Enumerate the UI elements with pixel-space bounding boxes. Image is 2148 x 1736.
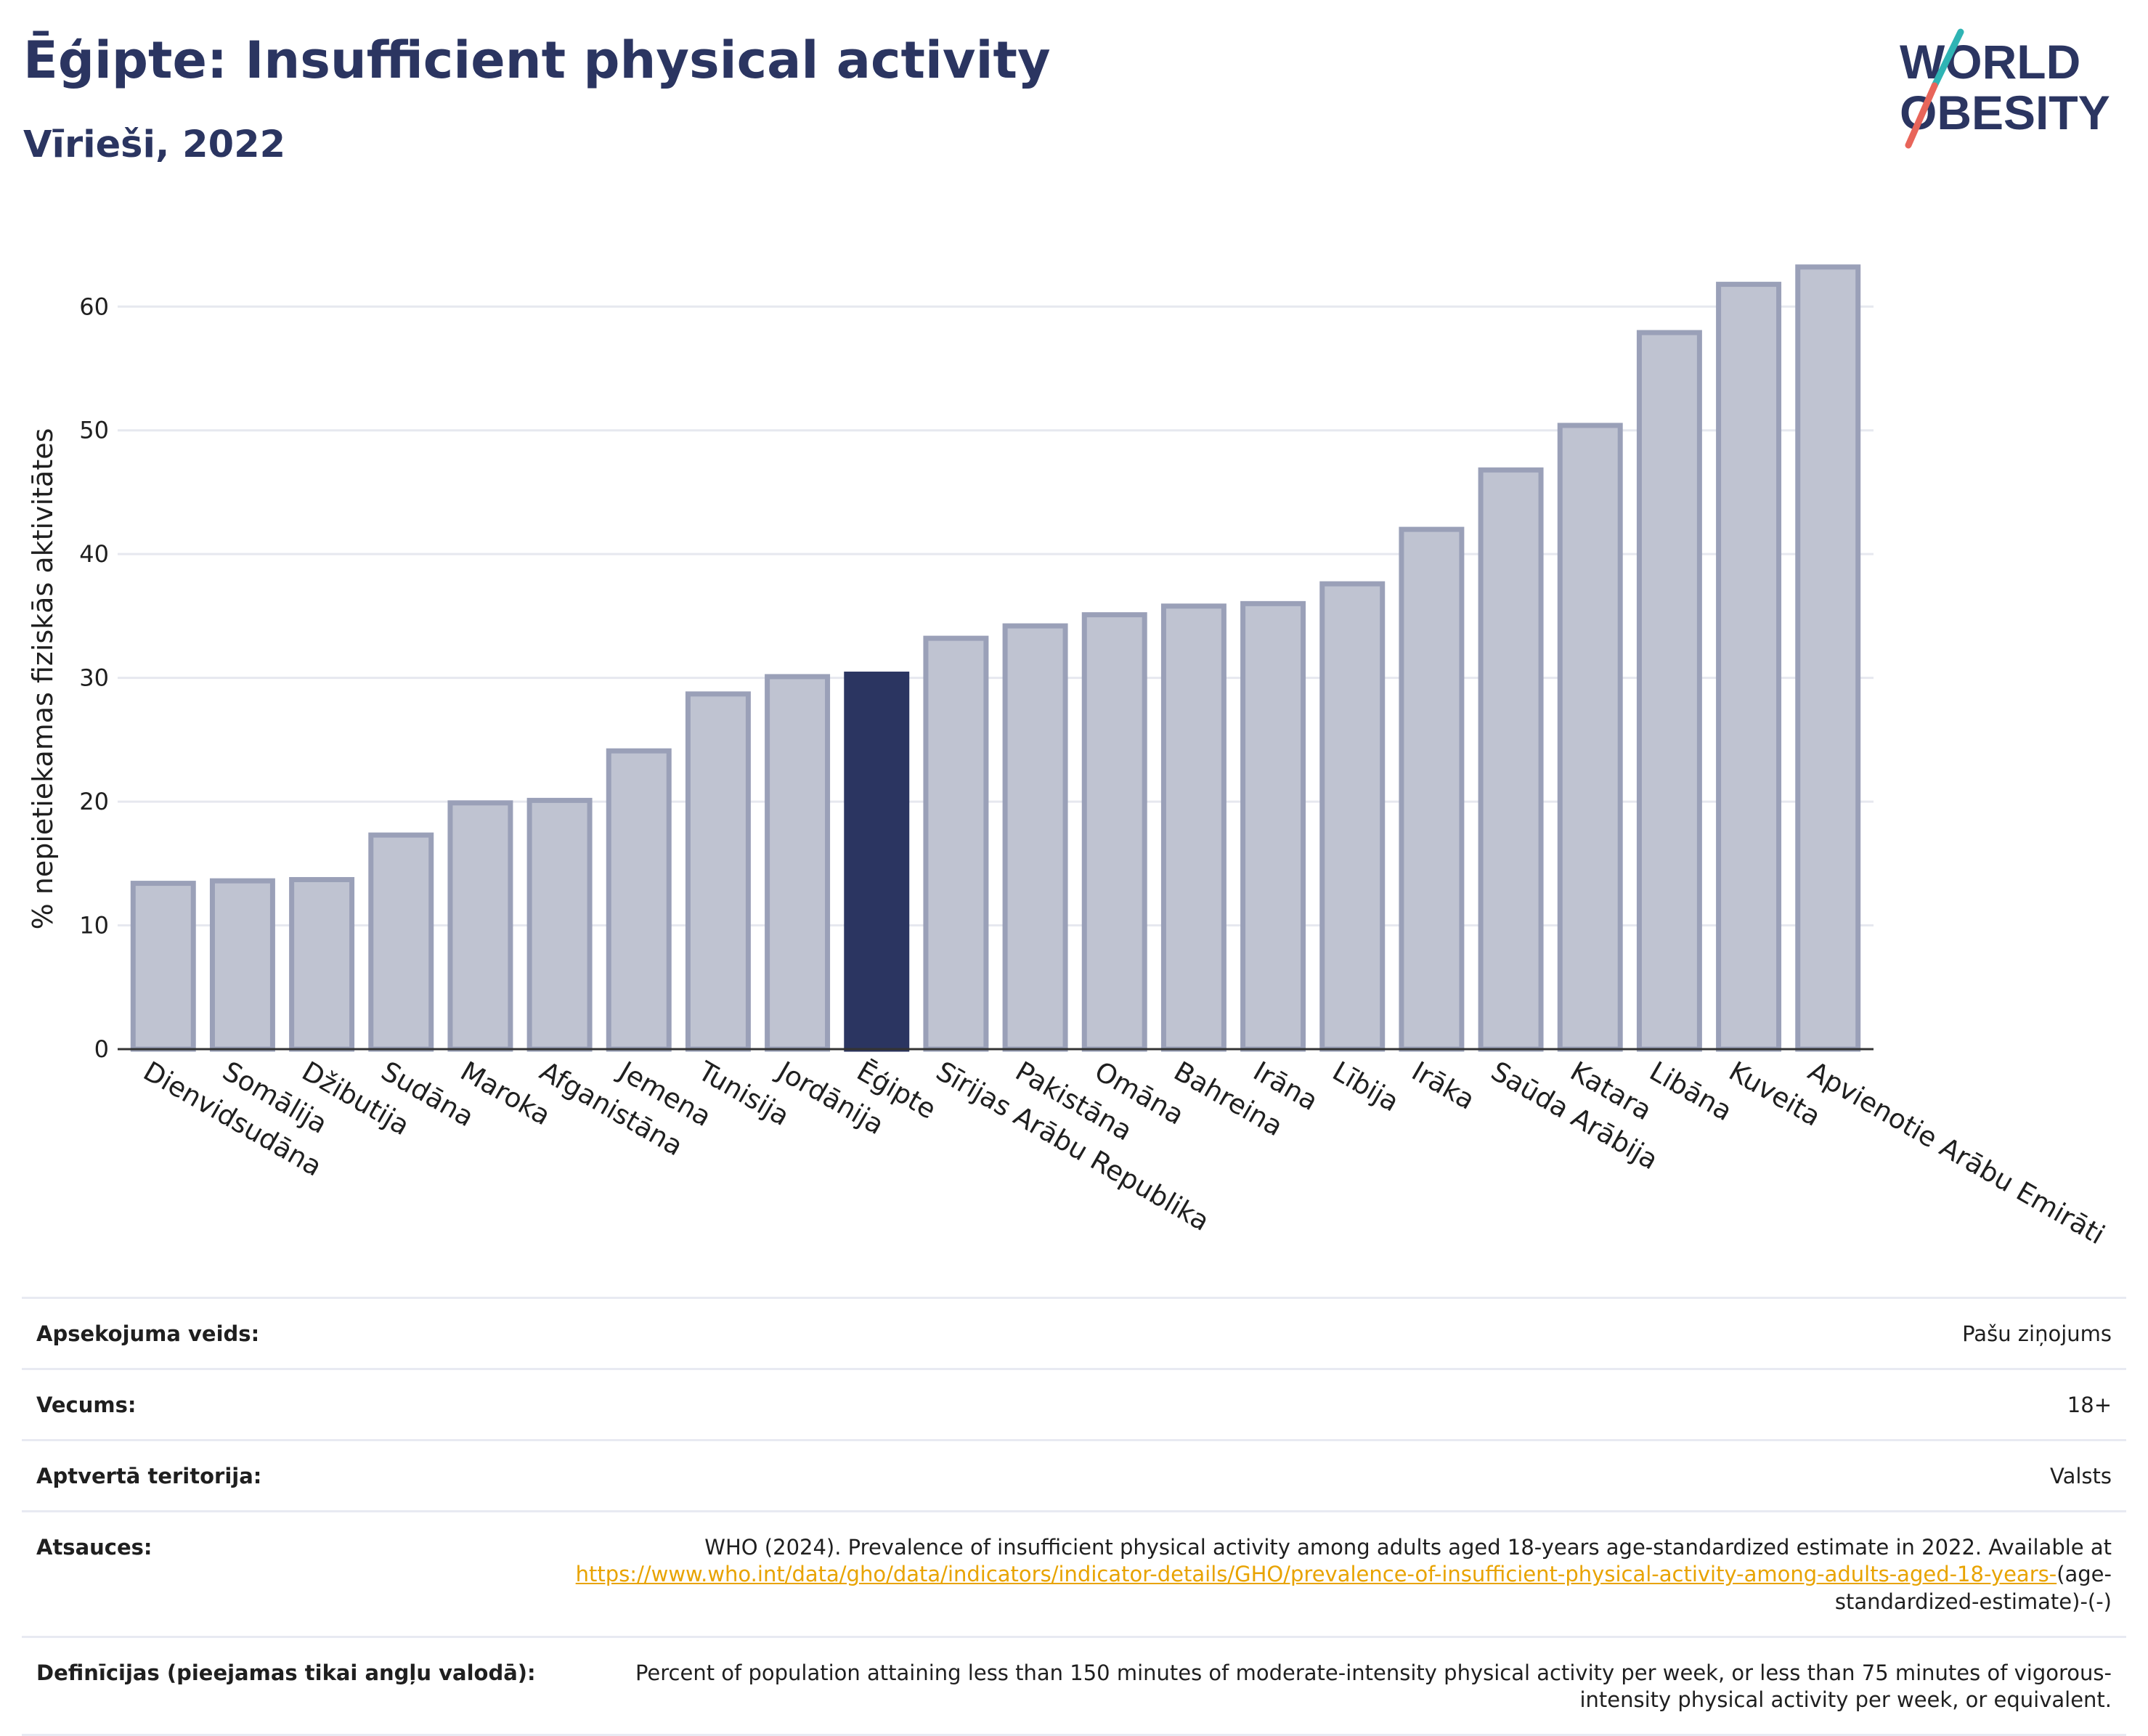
info-value-text: Pašu ziņojums — [1962, 1321, 2112, 1346]
info-value: Pašu ziņojums — [559, 1296, 2126, 1369]
x-axis-labels: DienvidsudānaSomālijaDžibutijaSudānaMaro… — [138, 1055, 2110, 1251]
y-axis-ticks: 0 10 20 30 40 50 60 — [79, 293, 109, 1063]
y-tick-label: 60 — [79, 293, 109, 320]
chart-title: Ēģipte: Insufficient physical activity — [23, 30, 1051, 90]
info-value-text: Percent of population attaining less tha… — [635, 1660, 2112, 1712]
bar — [209, 878, 275, 1052]
info-key: Definīcijas (pieejamas tikai angļu valod… — [22, 1635, 559, 1736]
bar — [1240, 600, 1306, 1052]
svg-text:OBESITY: OBESITY — [1900, 86, 2110, 139]
bar — [1319, 581, 1386, 1052]
y-tick-label: 40 — [79, 540, 109, 568]
info-key: Vecums: — [22, 1368, 559, 1440]
y-tick-label: 10 — [79, 912, 109, 940]
info-row: Definīcijas (pieejamas tikai angļu valod… — [22, 1635, 2126, 1736]
bar — [844, 672, 910, 1052]
info-table: Apsekojuma veids: Pašu ziņojums Vecums: 18+… — [22, 1296, 2126, 1736]
y-tick-label: 20 — [79, 788, 109, 815]
bars — [130, 264, 1861, 1052]
info-value: 18+ — [559, 1368, 2126, 1440]
bar-chart: 0 10 20 30 40 50 60 DienvidsudānaSomālijaDžibu… — [27, 264, 2110, 1251]
info-row: Atsauces: WHO (2024). Prevalence of insuf… — [22, 1510, 2126, 1637]
bar — [765, 674, 831, 1052]
x-tick-label: Libāna — [1644, 1056, 1737, 1128]
bar — [1716, 282, 1782, 1052]
info-row: Apsekojuma veids: Pašu ziņojums — [22, 1296, 2126, 1369]
info-value-text: Valsts — [2049, 1464, 2112, 1489]
info-value: WHO (2024). Prevalence of insufficient p… — [559, 1510, 2126, 1637]
bar — [526, 797, 593, 1052]
bar — [368, 832, 434, 1052]
x-tick-label: Kuveita — [1724, 1056, 1826, 1133]
bar — [685, 691, 751, 1052]
bar — [1557, 423, 1623, 1052]
bar — [1636, 330, 1702, 1052]
y-tick-label: 30 — [79, 664, 109, 692]
bar — [923, 635, 989, 1052]
bar — [289, 876, 355, 1052]
chart-subtitle: Vīrieši, 2022 — [23, 123, 286, 166]
bar — [447, 800, 513, 1052]
x-tick-label: Lībija — [1327, 1056, 1404, 1118]
bar — [1399, 526, 1465, 1052]
info-value: Percent of population attaining less tha… — [559, 1635, 2126, 1736]
svg-text:WORLD: WORLD — [1900, 35, 2080, 89]
bar — [1002, 623, 1068, 1052]
world-obesity-logo: WORLD OBESITY — [1900, 28, 2110, 149]
bar — [1160, 603, 1226, 1052]
info-row: Aptvertā teritorija: Valsts — [22, 1439, 2126, 1512]
info-key: Apsekojuma veids: — [22, 1296, 559, 1369]
bar — [1478, 467, 1544, 1052]
info-key: Aptvertā teritorija: — [22, 1439, 559, 1512]
info-row: Vecums: 18+ — [22, 1368, 2126, 1440]
reference-link[interactable]: https://www.who.int/data/gho/data/indica… — [575, 1562, 2057, 1587]
y-tick-label: 50 — [79, 417, 109, 444]
y-tick-label: 0 — [94, 1035, 109, 1063]
bar — [1795, 264, 1861, 1052]
y-axis-label: % nepietiekamas fiziskās aktivitātes — [27, 428, 59, 930]
x-tick-label: Irāka — [1407, 1056, 1480, 1116]
bar — [606, 748, 672, 1052]
reference-suffix: (age-standardized-estimate)-(-) — [1834, 1562, 2112, 1614]
info-value-text: WHO (2024). Prevalence of insufficient p… — [704, 1535, 2112, 1560]
bar — [1081, 612, 1147, 1052]
bar — [130, 881, 196, 1052]
info-value-text: 18+ — [2067, 1393, 2112, 1418]
x-tick-label: Apvienotie Arābu Emirāti — [1803, 1056, 2110, 1251]
info-value: Valsts — [559, 1439, 2126, 1512]
info-key: Atsauces: — [22, 1510, 559, 1637]
